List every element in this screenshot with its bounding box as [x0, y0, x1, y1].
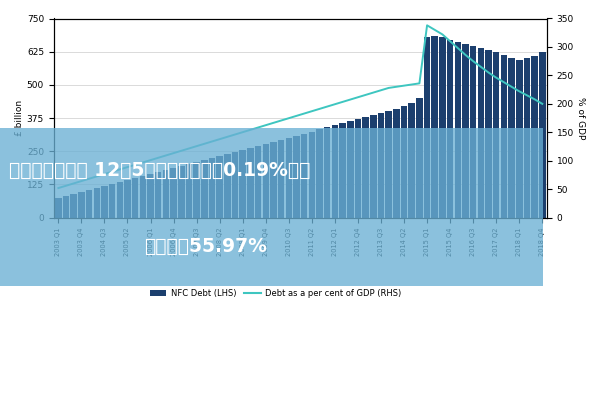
Bar — [55, 198, 62, 218]
Bar — [539, 52, 545, 218]
Bar — [193, 162, 200, 218]
Bar — [293, 136, 300, 218]
Bar — [385, 112, 392, 218]
Bar — [524, 58, 530, 218]
Bar — [94, 188, 100, 218]
Bar — [401, 106, 407, 218]
Bar — [370, 116, 377, 218]
Bar — [232, 152, 238, 218]
Bar — [0, 128, 543, 286]
Bar — [140, 176, 146, 218]
Bar — [286, 138, 292, 218]
Y-axis label: % of GDP: % of GDP — [576, 97, 585, 139]
Bar — [347, 122, 353, 218]
Bar — [217, 156, 223, 218]
Bar — [78, 192, 85, 218]
Bar — [116, 182, 123, 218]
Bar — [63, 196, 70, 218]
Legend: NFC Debt (LHS), Debt as a per cent of GDP (RHS): NFC Debt (LHS), Debt as a per cent of GD… — [146, 286, 405, 301]
Bar — [485, 50, 492, 218]
Bar — [316, 130, 323, 218]
Y-axis label: £ billion: £ billion — [15, 100, 24, 136]
Bar — [132, 178, 139, 218]
Bar — [101, 186, 108, 218]
Bar — [532, 56, 538, 218]
Bar — [362, 118, 369, 218]
Bar — [493, 52, 499, 218]
Bar — [185, 164, 192, 218]
Bar — [124, 180, 131, 218]
Bar — [332, 126, 338, 218]
Bar — [70, 194, 77, 218]
Bar — [447, 40, 454, 218]
Bar — [155, 172, 161, 218]
Bar — [308, 132, 315, 218]
Bar — [393, 109, 400, 218]
Bar — [86, 190, 92, 218]
Bar — [409, 104, 415, 218]
Bar — [355, 120, 361, 218]
Bar — [470, 46, 476, 218]
Bar — [416, 98, 422, 218]
Bar — [378, 114, 384, 218]
Bar — [516, 60, 523, 218]
Bar — [340, 124, 346, 218]
Bar — [478, 48, 484, 218]
Bar — [178, 166, 185, 218]
Bar — [301, 134, 307, 218]
Bar — [209, 158, 215, 218]
Bar — [263, 144, 269, 218]
Bar — [163, 170, 169, 218]
Bar — [462, 44, 469, 218]
Bar — [431, 36, 438, 218]
Bar — [455, 42, 461, 218]
Bar — [255, 146, 262, 218]
Bar — [224, 154, 230, 218]
Bar — [239, 150, 246, 218]
Bar — [270, 142, 277, 218]
Bar — [278, 140, 284, 218]
Bar — [201, 160, 208, 218]
Bar — [170, 168, 177, 218]
Bar — [500, 55, 507, 218]
Bar — [109, 184, 115, 218]
Bar — [324, 128, 331, 218]
Bar — [508, 58, 515, 218]
Bar — [439, 37, 446, 218]
Bar — [147, 174, 154, 218]
Bar — [247, 148, 254, 218]
Text: 股溢价率55.97%: 股溢价率55.97% — [144, 236, 267, 256]
Bar — [424, 37, 430, 218]
Text: 第三方配资平台 12月5日莱克转债下跌0.19%，转: 第三方配资平台 12月5日莱克转债下跌0.19%，转 — [9, 160, 310, 180]
